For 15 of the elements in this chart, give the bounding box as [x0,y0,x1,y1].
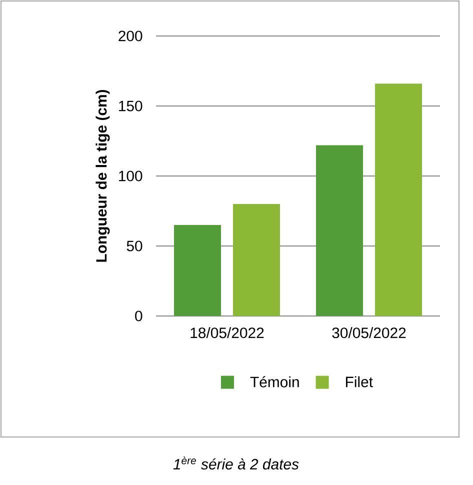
legend-label: Filet [346,376,373,388]
bar [174,224,221,316]
bar [316,145,363,316]
y-tick-label: 200 [118,30,142,42]
text: 1$^{ère}$ série à 2 dates [173,456,299,470]
bar [232,204,280,316]
x-tick-label: 18/05/2022 [190,327,264,338]
y-tick-label: 100 [119,170,142,182]
y-axis-title: Longueur de la tige (cm) [96,90,110,262]
bar [375,84,422,316]
y-tick-label: 0 [135,310,142,322]
y-tick-label: 50 [126,240,142,252]
x-tick-label: 30/05/2022 [332,327,406,338]
legend-label: Témoin [250,376,299,388]
y-tick-label: 150 [119,100,142,112]
